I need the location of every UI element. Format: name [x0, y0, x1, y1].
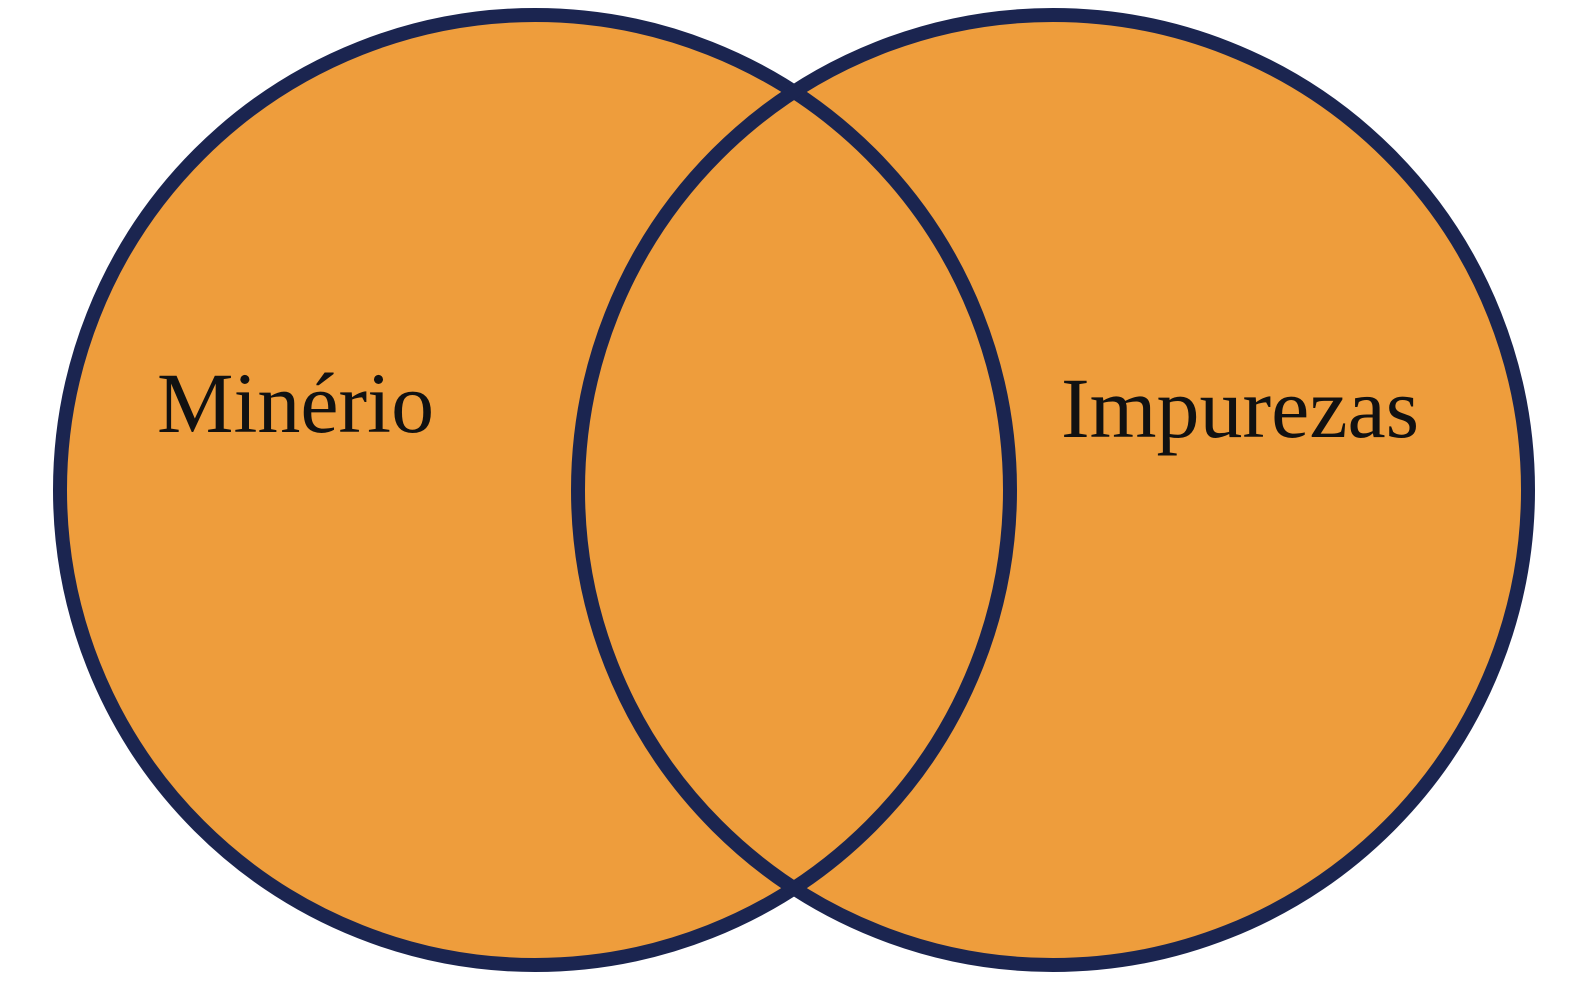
- set-label-minerio: Minério: [157, 355, 434, 451]
- set-label-impurezas: Impurezas: [1061, 360, 1419, 456]
- left-circle-outline: [53, 8, 1017, 972]
- right-circle-outline: [571, 8, 1535, 972]
- right-circle-fill: [578, 15, 1528, 965]
